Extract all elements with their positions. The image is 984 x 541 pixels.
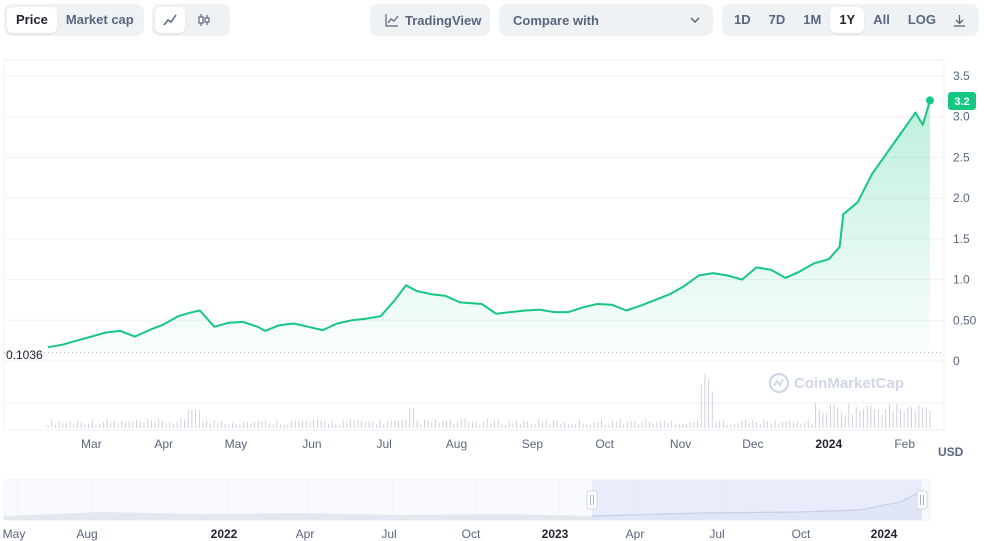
range-navigator[interactable]: May Aug 2022 Apr Jul Oct 2023 Apr Jul Oct 2024 [0, 476, 984, 541]
compare-with-select[interactable]: Compare with [499, 4, 713, 36]
x-tick-label: Feb [894, 437, 915, 451]
navigator-tick-label: Oct [792, 527, 811, 541]
x-tick-label: 2024 [815, 437, 842, 451]
navigator-x-axis: May Aug 2022 Apr Jul Oct 2023 Apr Jul Oct 2024 [3, 527, 898, 541]
x-tick-label: Nov [670, 437, 691, 451]
price-markers [926, 96, 934, 105]
tradingview-label: TradingView [405, 12, 482, 28]
price-area-fill [48, 100, 930, 353]
navigator-tick-label: 2023 [542, 527, 569, 541]
y-tick-label: 1.5 [953, 232, 970, 246]
chart-type-switch [152, 4, 230, 36]
navigator-tick-label: Apr [626, 527, 645, 541]
range-7d[interactable]: 7D [768, 12, 786, 27]
navigator-tick-label: Oct [462, 527, 481, 541]
baseline-price-label: 0.1036 [6, 348, 43, 362]
currency-unit: USD [938, 445, 964, 459]
compare-with-label: Compare with [513, 12, 599, 28]
navigator-tick-label: Jul [381, 527, 396, 541]
current-price-dot [926, 96, 934, 105]
range-1d[interactable]: 1D [734, 12, 751, 27]
navigator-tick-label: Apr [296, 527, 315, 541]
chart-line-icon [385, 14, 399, 27]
chart-toolbar: Price Market cap TradingView Compare wit… [0, 4, 984, 38]
x-tick-label: Oct [595, 437, 614, 451]
navigator-tick-label: Jul [709, 527, 724, 541]
range-1m[interactable]: 1M [803, 12, 822, 27]
log-toggle[interactable]: LOG [907, 12, 937, 27]
line-chart-icon[interactable] [155, 7, 185, 33]
price-chart-svg[interactable]: 0 0.50 1.0 1.5 2.0 2.5 3.0 3.5 Mar Apr May Jun Jul A… [0, 56, 984, 476]
navigator-selection[interactable] [592, 480, 922, 520]
metric-switch: Price Market cap [4, 4, 144, 36]
x-tick-label: Jun [302, 437, 321, 451]
y-axis: 0 0.50 1.0 1.5 2.0 2.5 3.0 3.5 [953, 69, 977, 368]
chevron-down-icon [690, 17, 700, 24]
watermark-label: CoinMarketCap [794, 375, 904, 392]
coinmarketcap-logo [768, 372, 790, 394]
range-all[interactable]: All [873, 12, 890, 27]
range-1y[interactable]: 1Y [830, 7, 865, 33]
y-tick-label: 2.5 [953, 150, 970, 164]
x-tick-label: Dec [742, 437, 763, 451]
tab-price[interactable]: Price [7, 7, 57, 33]
x-tick-label: May [225, 437, 248, 451]
volume-bars [47, 373, 931, 428]
x-tick-label: Mar [81, 437, 102, 451]
download-icon[interactable] [945, 7, 974, 33]
navigator-tick-label: 2024 [871, 527, 898, 541]
candlestick-icon[interactable] [189, 7, 219, 33]
price-area [47, 100, 931, 353]
navigator-left-handle[interactable] [586, 490, 598, 510]
range-switch: 1D 7D 1M 1Y All LOG [722, 4, 979, 36]
x-tick-label: Jul [377, 437, 392, 451]
navigator-tick-label: 2022 [211, 527, 238, 541]
navigator-tick-label: Aug [76, 527, 97, 541]
y-tick-label: 0 [953, 354, 960, 368]
y-tick-label: 1.0 [953, 273, 970, 287]
y-tick-label: 3.5 [953, 69, 970, 83]
y-tick-label: 0.50 [953, 313, 977, 327]
price-line [47, 100, 931, 349]
navigator-tick-label: May [3, 527, 26, 541]
current-price-badge: 3.2 [948, 92, 976, 110]
x-tick-label: Sep [522, 437, 544, 451]
tradingview-button[interactable]: TradingView [370, 4, 490, 36]
current-price-label: 3.2 [954, 96, 969, 108]
grid-lines [3, 59, 945, 431]
navigator-right-handle[interactable] [916, 490, 928, 510]
tab-market-cap[interactable]: Market cap [65, 12, 134, 27]
x-tick-label: Aug [446, 437, 467, 451]
price-chart[interactable]: 0 0.50 1.0 1.5 2.0 2.5 3.0 3.5 Mar Apr May Jun Jul A… [0, 56, 984, 476]
x-axis: Mar Apr May Jun Jul Aug Sep Oct Nov Dec 2024 Feb [81, 437, 915, 451]
y-tick-label: 2.0 [953, 191, 970, 205]
x-tick-label: Apr [154, 437, 173, 451]
y-tick-label: 3.0 [953, 110, 970, 124]
